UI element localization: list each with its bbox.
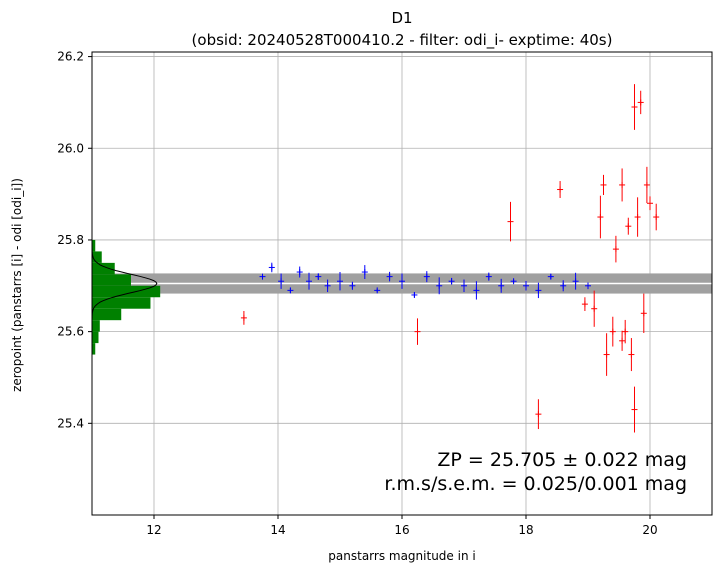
red-data-point [557, 181, 564, 199]
blue-data-point [306, 272, 312, 290]
histogram-bar [92, 320, 100, 332]
blue-data-point [547, 273, 554, 280]
red-data-point [603, 333, 610, 376]
blue-data-point [560, 280, 567, 292]
red-data-point [591, 290, 598, 327]
x-tick-label: 20 [642, 523, 657, 537]
blue-data-point [498, 278, 505, 293]
red-data-point [597, 195, 604, 239]
red-data-point [619, 168, 626, 202]
blue-data-point [374, 287, 381, 294]
annotation-zp: ZP = 25.705 ± 0.022 mag [437, 449, 687, 471]
y-axis-label: zeropoint (panstarrs [i] - odi [odi_i]) [10, 178, 24, 392]
blue-data-point [337, 272, 343, 291]
blue-data-point [315, 273, 322, 280]
blue-data-point [259, 273, 266, 280]
blue-data-point [324, 279, 331, 293]
blue-data-point [349, 281, 356, 290]
blue-data-point [287, 287, 294, 294]
blue-data-point [523, 281, 529, 291]
red-data-point [619, 330, 626, 351]
histogram-bar [92, 297, 151, 309]
red-data-point [625, 217, 632, 235]
chart-title: D1 [391, 9, 412, 27]
histogram-bar [92, 251, 102, 263]
red-data-point [640, 293, 647, 334]
blue-data-point [572, 272, 579, 290]
red-data-point [240, 311, 247, 325]
histogram-bar [92, 285, 161, 298]
red-data-point [631, 386, 638, 433]
x-tick-label: 14 [270, 523, 285, 537]
x-tick-label: 16 [394, 523, 409, 537]
red-data-point [612, 235, 619, 263]
blue-data-point [535, 282, 542, 299]
blue-data-point [510, 278, 517, 285]
chart-subtitle: (obsid: 20240528T000410.2 - filter: odi_… [192, 31, 613, 50]
blue-data-point [448, 277, 455, 285]
ticks: 12 14 16 18 20 25.4 25.6 25.8 26.0 26.2 [57, 50, 657, 537]
y-tick-label: 25.4 [57, 416, 84, 430]
blue-data-point [485, 272, 492, 281]
blue-data-point [473, 281, 480, 300]
blue-data-point [268, 262, 275, 273]
red-data-point [507, 201, 514, 242]
red-data-point [631, 84, 638, 130]
blue-data-point [461, 279, 467, 293]
blue-data-point [436, 277, 443, 295]
y-tick-label: 26.2 [57, 50, 84, 64]
red-data-point [628, 338, 635, 372]
x-tick-label: 18 [518, 523, 533, 537]
red-data-point [622, 319, 629, 344]
histogram-bar [92, 331, 99, 344]
blue-data-point [399, 273, 405, 289]
blue-data-point [585, 282, 591, 290]
y-tick-label: 25.8 [57, 233, 84, 247]
red-data-point [634, 197, 641, 237]
y-tick-label: 26.0 [57, 141, 84, 155]
red-data-point [609, 316, 616, 347]
data-points [240, 84, 660, 433]
blue-data-point [296, 266, 303, 278]
histogram-bar [92, 262, 115, 275]
histogram [92, 239, 161, 355]
red-data-point [637, 90, 644, 115]
histogram-bar [92, 274, 131, 286]
blue-data-point [278, 273, 285, 289]
blue-data-point [423, 271, 430, 283]
x-axis-label: panstarrs magnitude in i [328, 549, 475, 563]
red-data-point [535, 399, 542, 430]
blue-data-point [386, 271, 393, 282]
blue-data-point [361, 265, 368, 280]
y-tick-label: 25.6 [57, 325, 84, 339]
blue-data-point [411, 291, 418, 298]
histogram-bar [92, 308, 122, 321]
red-data-point [643, 166, 650, 204]
x-tick-label: 12 [146, 523, 161, 537]
annotation-rms: r.m.s/s.e.m. = 0.025/0.001 mag [384, 473, 687, 495]
histogram-bar [92, 239, 96, 252]
red-data-point [581, 297, 588, 312]
red-data-point [600, 174, 607, 196]
red-data-point [653, 203, 660, 231]
histogram-bar [92, 343, 96, 355]
red-data-point [414, 318, 421, 345]
red-data-point [647, 196, 653, 211]
